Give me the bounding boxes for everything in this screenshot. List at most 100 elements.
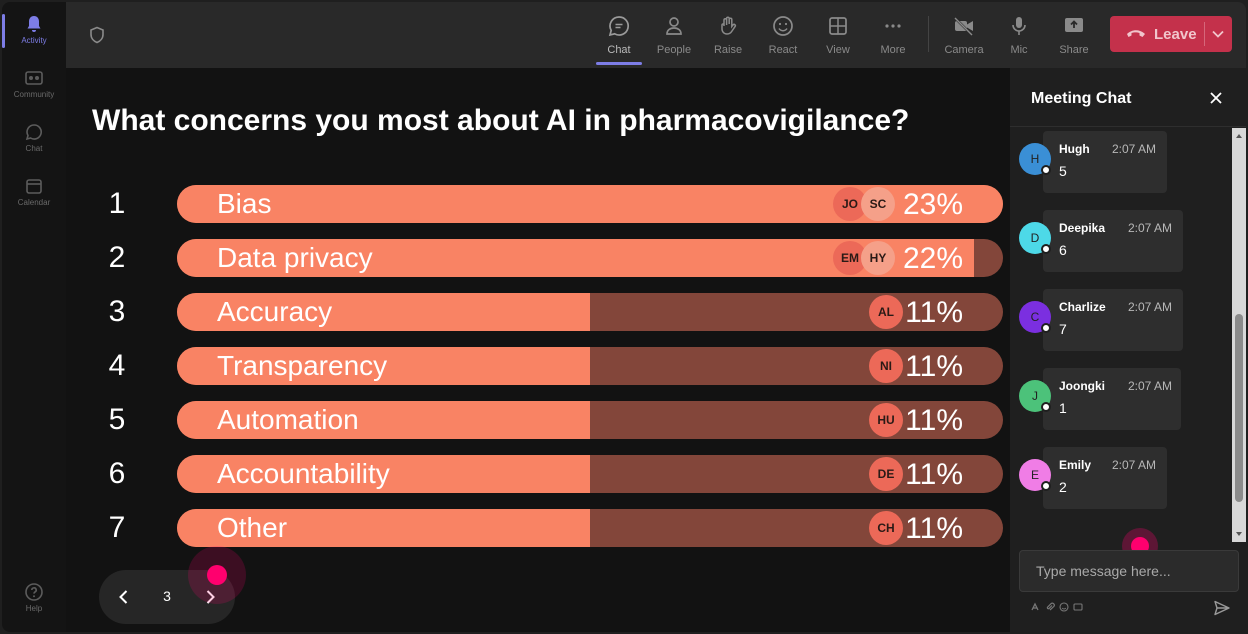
community-icon [25,71,43,85]
send-icon[interactable] [1213,599,1231,617]
gif-icon[interactable] [1073,602,1083,612]
chat-scrollbar[interactable] [1232,128,1246,542]
option-bar: Transparency NI 11% [177,347,1003,385]
option-rank: 4 [108,349,126,382]
view-button[interactable]: View [813,10,863,66]
rail-item-calendar[interactable]: Calendar [2,168,66,218]
rail-label-chat: Chat [25,144,43,153]
option-label: Transparency [217,350,388,381]
people-toolbar-button[interactable]: People [649,10,699,66]
option-bar-fill [177,293,590,331]
grid-view-icon [829,17,847,35]
react-label: React [768,44,798,56]
leave-label: Leave [1154,26,1197,43]
smiley-icon [773,16,793,36]
poll-option-row: 5 Automation HU 11% [66,401,1010,439]
sender-name: Charlize [1059,300,1106,314]
sender-name: Deepika [1059,221,1106,235]
microphone-icon [1012,17,1026,35]
chat-bubble-icon [608,16,630,37]
share-screen-icon [1065,18,1083,32]
option-rank: 1 [108,187,126,220]
presence-indicator [1041,244,1051,254]
sender-name: Emily [1059,458,1092,472]
message-text: 5 [1059,163,1067,179]
shield-icon[interactable] [88,26,106,44]
rail-item-help[interactable]: Help [2,574,66,624]
attach-icon[interactable] [1045,602,1055,612]
voter-avatars: NI [869,349,903,383]
share-button[interactable]: Share [1049,10,1099,66]
presence-indicator [1041,481,1051,491]
scroll-up-arrow-icon[interactable] [1235,132,1243,140]
more-button[interactable]: More [868,10,918,66]
toolbar-separator [928,16,929,52]
voter-avatar: HY [861,241,895,275]
chevron-left-icon[interactable] [115,588,133,606]
chat-toolbar-button[interactable]: Chat [594,10,644,66]
message-text: 1 [1059,400,1067,416]
chat-icon [25,124,42,141]
scrollbar-thumb[interactable] [1235,314,1243,502]
leave-button[interactable]: Leave [1110,16,1232,52]
people-icon [666,17,682,35]
option-bar-fill [177,509,590,547]
format-icon[interactable] [1030,602,1040,612]
chat-panel-title: Meeting Chat [1031,90,1132,107]
emoji-icon[interactable] [1059,602,1069,612]
close-icon[interactable] [1208,90,1224,106]
react-button[interactable]: React [758,10,808,66]
poll-question: What concerns you most about AI in pharm… [92,104,910,137]
meeting-toolbar: Chat People Raise React View More Camera [66,2,1246,68]
raise-hand-icon [721,16,737,35]
rail-item-community[interactable]: Community [2,60,66,110]
camera-off-icon [954,17,973,36]
voter-avatars: AL [869,295,903,329]
option-rank: 3 [108,295,126,328]
rail-label-community: Community [13,90,55,99]
sender-avatar[interactable]: E [1019,459,1051,491]
raise-hand-label: Raise [713,44,743,56]
rail-item-activity[interactable]: Activity [2,6,66,56]
poll-option-row: 6 Accountability DE 11% [66,455,1010,493]
option-rank: 7 [108,511,126,544]
option-bar-fill [177,347,590,385]
message-timestamp: 2:07 AM [1112,458,1157,472]
view-label: View [826,44,850,56]
option-percent: 11% [905,458,963,491]
mic-button[interactable]: Mic [994,10,1044,66]
message-text: 7 [1059,321,1067,337]
leave-divider [1204,22,1205,46]
presence-indicator [1041,165,1051,175]
camera-button[interactable]: Camera [939,10,989,66]
chevron-down-icon[interactable] [1211,28,1225,40]
option-bar: Bias JO SC 23% [177,185,1003,223]
voter-avatars: EM HY [833,241,897,275]
poll-stage: What concerns you most about AI in pharm… [66,68,1010,632]
raise-hand-button[interactable]: Raise [703,10,753,66]
message-timestamp: 2:07 AM [1128,221,1173,235]
option-rank: 5 [108,403,126,436]
option-label: Data privacy [217,242,373,273]
people-toolbar-label: People [656,44,692,56]
app-rail: Activity Community Chat Calendar Help [2,2,66,632]
chevron-right-icon[interactable] [201,588,219,606]
scroll-down-arrow-icon[interactable] [1235,530,1243,538]
message-bubble [1043,131,1167,193]
poll-option-row: 4 Transparency NI 11% [66,347,1010,385]
chat-compose-box [1019,550,1239,592]
camera-label: Camera [944,44,984,56]
message-bubble [1043,289,1183,351]
message-bubble [1043,368,1181,430]
message-text: 6 [1059,242,1067,258]
chat-message-input[interactable] [1020,551,1238,591]
phone-hangup-icon [1127,30,1145,37]
option-percent: 11% [905,404,963,437]
voter-avatars: HU [869,403,903,437]
presence-indicator [1041,402,1051,412]
chat-message: C Charlize 2:07 AM 7 [1019,289,1235,353]
rail-item-chat[interactable]: Chat [2,114,66,164]
option-percent: 22% [902,242,963,275]
pointer-highlight [188,546,246,604]
